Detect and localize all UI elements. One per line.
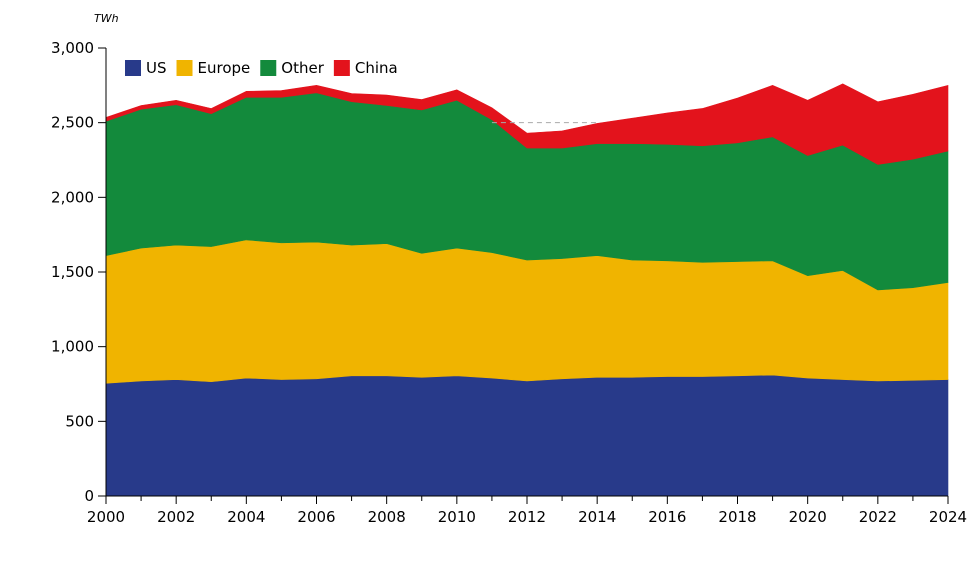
legend-swatch — [176, 60, 193, 76]
x-tick-label: 2024 — [929, 508, 967, 526]
area-china — [105, 83, 949, 165]
y-tick-label: 1,000 — [51, 338, 94, 356]
x-tick-label: 2014 — [578, 508, 616, 526]
unit-label: TWh — [94, 12, 119, 25]
legend-swatch — [260, 60, 277, 76]
x-tick-label: 2004 — [227, 508, 265, 526]
y-tick-label: 2,000 — [51, 188, 94, 206]
x-tick-label: 2016 — [648, 508, 686, 526]
x-tick-label: 2000 — [87, 508, 125, 526]
legend-item-europe: Europe — [176, 59, 251, 77]
legend-swatch — [333, 60, 350, 76]
series-areas — [105, 83, 949, 497]
legend-label: China — [355, 59, 398, 77]
legend-swatch — [125, 60, 141, 76]
axes: 0 500 1,000 1,500 2,000 2,500 3,000 2000 2002 200… — [51, 39, 967, 526]
x-tick-label: 2002 — [157, 508, 195, 526]
y-tick-label: 2,500 — [51, 114, 94, 132]
legend-label: US — [146, 59, 167, 77]
x-tick-label: 2022 — [859, 508, 897, 526]
y-tick-label: 3,000 — [51, 39, 94, 57]
x-tick-label: 2010 — [438, 508, 476, 526]
x-tick-label: 2012 — [508, 508, 546, 526]
legend-label: Other — [281, 59, 324, 77]
y-tick-label: 1,500 — [51, 263, 94, 281]
legend-item-china: China — [333, 59, 398, 77]
legend: US Europe Other China — [125, 59, 398, 77]
x-tick-label: 2020 — [789, 508, 827, 526]
legend-label: Europe — [198, 59, 251, 77]
legend-item-other: Other — [260, 59, 325, 77]
y-tick-label: 0 — [84, 487, 94, 505]
x-tick-label: 2006 — [297, 508, 335, 526]
legend-item-us: US — [125, 59, 167, 77]
x-tick-label: 2008 — [368, 508, 406, 526]
y-tick-label: 500 — [65, 412, 94, 430]
x-tick-label: 2018 — [718, 508, 756, 526]
area-us — [105, 374, 949, 497]
